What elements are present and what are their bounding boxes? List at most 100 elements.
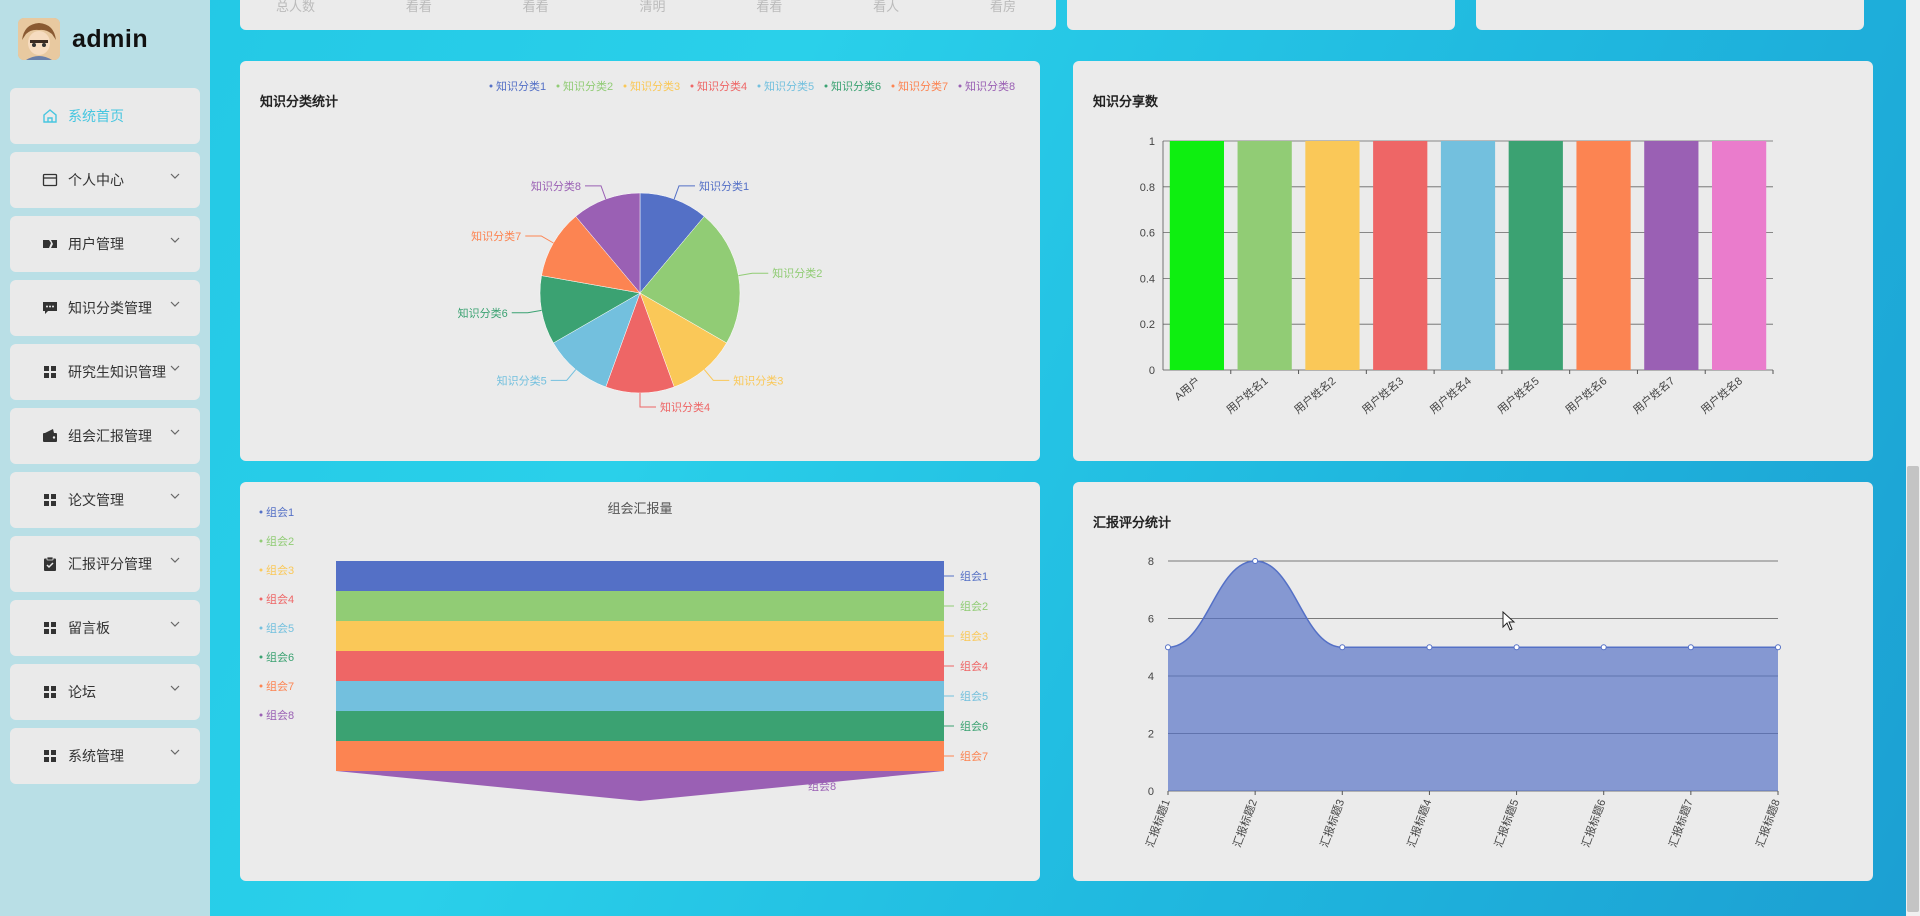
sidebar-item-label: 用户管理 <box>68 236 124 252</box>
legend-marker <box>259 655 263 659</box>
funnel-segment <box>336 771 944 801</box>
x-tick-label: 用户姓名4 <box>1427 374 1474 417</box>
profile-icon <box>42 172 58 188</box>
bar <box>1373 141 1428 370</box>
avatar[interactable] <box>18 18 60 60</box>
sidebar-item-label: 论文管理 <box>68 492 124 508</box>
data-point <box>1687 644 1694 651</box>
username: admin <box>72 24 149 53</box>
chart-title: 组会汇报量 <box>607 501 672 516</box>
bar <box>1237 141 1292 370</box>
legend-label: 知识分类8 <box>965 79 1015 93</box>
pie-slice <box>605 292 675 394</box>
clipboard-icon <box>42 556 58 572</box>
x-tick-label: 用户姓名8 <box>1698 374 1745 417</box>
chevron-down-icon <box>170 172 180 183</box>
funnel-label: 组会7 <box>960 749 988 763</box>
pie-slice <box>539 275 641 344</box>
legend-label: 组会7 <box>266 679 294 693</box>
chevron-down-icon <box>170 748 180 759</box>
knowledge-share-bar-card: 知识分享数 0 0.2 0.4 0.6 0.8 1 A用户 用户姓名1 用户姓名2 用户姓名3 用户… <box>1073 61 1873 461</box>
grid-icon <box>42 492 58 508</box>
legend-marker <box>259 713 263 717</box>
x-tick-label: 汇报标题1 <box>1143 797 1173 849</box>
sidebar-item-forum[interactable]: 论坛 <box>10 664 200 720</box>
sidebar-item-users[interactable]: 用户管理 <box>10 216 200 272</box>
bar <box>1169 141 1224 370</box>
chart-title: 知识分类统计 <box>260 94 339 109</box>
bar <box>1576 141 1631 370</box>
legend-marker <box>259 568 263 572</box>
legend-marker <box>690 84 694 88</box>
wallet-icon <box>42 428 58 444</box>
sidebar-item-label: 组会汇报管理 <box>68 428 152 444</box>
legend-marker <box>556 84 560 88</box>
legend-label: 组会4 <box>266 592 294 606</box>
sidebar-item-system[interactable]: 系统管理 <box>10 728 200 784</box>
top-stat-label: 总人数 <box>276 0 316 14</box>
pie-label: 知识分类5 <box>497 373 547 387</box>
pie-leader-line <box>703 369 730 381</box>
legend-label: 组会5 <box>266 621 294 635</box>
bar <box>1305 141 1360 370</box>
legend-label: 组会1 <box>266 505 294 519</box>
pie-leader-line <box>738 272 769 277</box>
x-tick-label: 用户姓名3 <box>1359 374 1406 417</box>
legend-label: 组会2 <box>266 534 294 548</box>
legend-label: 知识分类2 <box>563 79 613 93</box>
funnel-segment <box>336 711 944 741</box>
chevron-down-icon <box>170 300 180 311</box>
funnel-segment <box>336 681 944 711</box>
chevron-down-icon <box>170 556 180 567</box>
funnel-segment <box>336 621 944 651</box>
pie-label: 知识分类8 <box>531 179 581 193</box>
chevron-down-icon <box>170 428 180 439</box>
top-stat-label: 清明 <box>639 0 666 14</box>
legend-marker <box>259 597 263 601</box>
data-point <box>1513 644 1520 651</box>
sidebar-item-group-report[interactable]: 组会汇报管理 <box>10 408 200 464</box>
sidebar-item-label: 个人中心 <box>68 172 124 188</box>
sidebar-item-grad-knowledge[interactable]: 研究生知识管理 <box>10 344 200 400</box>
x-tick-label: A用户 <box>1171 374 1202 404</box>
user-profile[interactable]: admin <box>18 18 148 60</box>
cursor-icon <box>1502 611 1516 631</box>
sidebar-item-report-score[interactable]: 汇报评分管理 <box>10 536 200 592</box>
chevron-down-icon <box>170 236 180 247</box>
grid-icon <box>42 748 58 764</box>
y-tick-label: 0.2 <box>1140 319 1155 331</box>
group-report-funnel-card: 组会汇报量 组会1 组会2 组会3 组会4 组会5 组会6 组会7 组会8 组会1 组会2 组会3 组会… <box>240 482 1040 881</box>
x-tick-label: 汇报标题4 <box>1404 797 1434 849</box>
knowledge-category-pie-card: 知识分类统计 知识分类1 知识分类2 知识分类3 知识分类4 知识分类5 知识分类6 知识分… <box>240 61 1040 461</box>
sidebar-item-profile[interactable]: 个人中心 <box>10 152 200 208</box>
funnel-segment <box>336 651 944 681</box>
scrollbar-thumb[interactable] <box>1907 466 1919 912</box>
pie-leader-line <box>525 235 554 244</box>
sidebar-item-papers[interactable]: 论文管理 <box>10 472 200 528</box>
data-point <box>1426 644 1433 651</box>
x-tick-label: 汇报标题5 <box>1491 797 1521 849</box>
pie-leader-line <box>585 185 607 200</box>
pie-leader-line <box>511 309 542 314</box>
pie-slice <box>541 216 641 294</box>
funnel-segment <box>336 741 944 771</box>
pie-slice <box>639 216 741 344</box>
data-point <box>1339 644 1346 651</box>
sidebar-item-knowledge-category[interactable]: 知识分类管理 <box>10 280 200 336</box>
page-scrollbar[interactable] <box>1906 0 1920 916</box>
y-tick-label: 1 <box>1149 136 1155 148</box>
legend-marker <box>623 84 627 88</box>
top-stat-label: 看房 <box>989 0 1016 14</box>
legend-label: 知识分类3 <box>630 79 680 93</box>
top-card <box>1476 0 1864 30</box>
sidebar-item-message-board[interactable]: 留言板 <box>10 600 200 656</box>
bar <box>1712 141 1767 370</box>
bar-chart: 0 0.2 0.4 0.6 0.8 1 A用户 用户姓名1 用户姓名2 用户姓名3 用户姓名4 用户姓… <box>1140 136 1774 417</box>
sidebar-item-home[interactable]: 系统首页 <box>10 88 200 144</box>
legend-marker <box>757 84 761 88</box>
top-stat-label: 看看 <box>756 0 783 14</box>
legend-marker <box>259 626 263 630</box>
funnel-label: 组会3 <box>960 629 988 643</box>
legend-marker <box>489 84 493 88</box>
grid-icon <box>42 364 58 380</box>
